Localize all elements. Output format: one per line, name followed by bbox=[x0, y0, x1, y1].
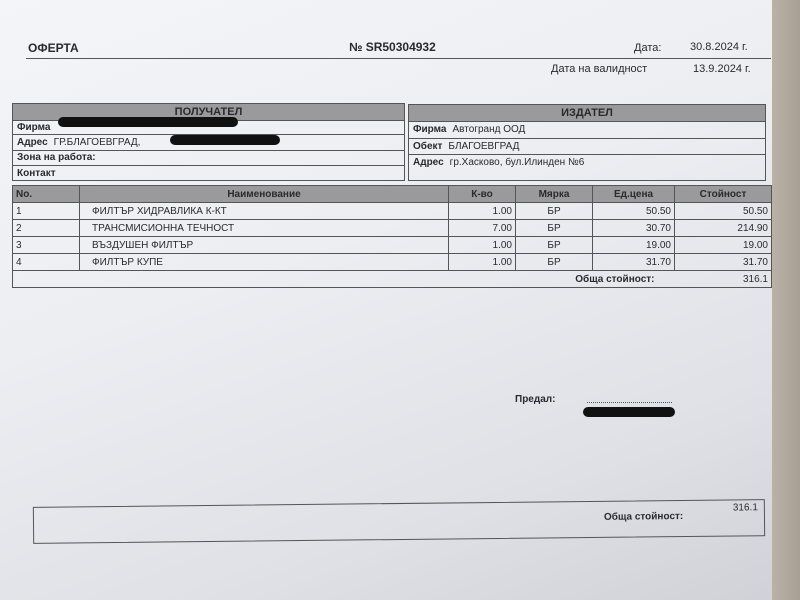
date-label: Дата: bbox=[634, 42, 662, 54]
row-qty: 7.00 bbox=[448, 219, 516, 237]
col-unit: Мярка bbox=[515, 185, 593, 203]
recipient-contact-row: Контакт bbox=[13, 166, 404, 182]
row-unit: БР bbox=[515, 202, 593, 220]
total-label: Обща стойност: bbox=[12, 270, 675, 288]
row-name: ФИЛТЪР КУПЕ bbox=[79, 253, 449, 271]
row-unit: БР bbox=[515, 253, 593, 271]
document-title: ОФЕРТА bbox=[28, 41, 79, 55]
address-value: ГР.БЛАГОЕВГРАД, bbox=[53, 137, 141, 148]
footer-total-box: Обща стойност: 316.1 bbox=[32, 499, 766, 544]
firm-label: Фирма bbox=[17, 122, 51, 133]
row-price: 50.50 bbox=[592, 202, 675, 220]
col-name: Наименование bbox=[79, 185, 449, 203]
handed-by-label: Предал: bbox=[515, 394, 556, 405]
recipient-address-row: Адрес ГР.БЛАГОЕВГРАД, bbox=[13, 135, 404, 151]
site-label: Обект bbox=[413, 141, 443, 152]
contact-label: Контакт bbox=[17, 168, 56, 179]
address-label: Адрес bbox=[17, 137, 48, 148]
row-no: 3 bbox=[12, 236, 80, 254]
recipient-firm-row: Фирма bbox=[13, 121, 404, 135]
issuer-firm-row: Фирма Автогранд ООД bbox=[409, 122, 765, 139]
table-row: 3 ВЪЗДУШЕН ФИЛТЪР 1.00 БР 19.00 19.00 bbox=[12, 236, 772, 254]
row-price: 30.70 bbox=[592, 219, 675, 237]
row-value: 19.00 bbox=[674, 236, 772, 254]
redaction-mark bbox=[583, 407, 675, 417]
footer-total-label: Обща стойност: bbox=[603, 511, 684, 523]
row-unit: БР bbox=[515, 236, 593, 254]
row-qty: 1.00 bbox=[448, 202, 516, 220]
recipient-zone-row: Зона на работа: bbox=[13, 151, 404, 166]
col-value: Стойност bbox=[674, 185, 772, 203]
row-name: ВЪЗДУШЕН ФИЛТЪР bbox=[79, 236, 449, 254]
row-price: 31.70 bbox=[592, 253, 675, 271]
row-value: 214.90 bbox=[674, 219, 772, 237]
row-name: ФИЛТЪР ХИДРАВЛИКА К-КТ bbox=[79, 202, 449, 220]
row-no: 1 bbox=[12, 202, 80, 220]
redaction-mark bbox=[170, 135, 280, 145]
row-unit: БР bbox=[515, 219, 593, 237]
row-value: 31.70 bbox=[674, 253, 772, 271]
date-value: 30.8.2024 г. bbox=[690, 41, 748, 53]
site-value: БЛАГОЕВГРАД bbox=[448, 141, 520, 152]
issuer-title: ИЗДАТЕЛ bbox=[409, 105, 765, 122]
zone-label: Зона на работа: bbox=[17, 152, 96, 163]
col-price: Ед.цена bbox=[592, 185, 675, 203]
row-name: ТРАНСМИСИОННА ТЕЧНОСТ bbox=[79, 219, 449, 237]
row-qty: 1.00 bbox=[448, 253, 516, 271]
firm-label: Фирма bbox=[413, 124, 447, 135]
row-value: 50.50 bbox=[674, 202, 772, 220]
footer-total-value: 316.1 bbox=[732, 502, 758, 514]
row-qty: 1.00 bbox=[448, 236, 516, 254]
issuer-box: ИЗДАТЕЛ Фирма Автогранд ООД Обект БЛАГОЕВГ… bbox=[408, 104, 766, 181]
row-no: 4 bbox=[12, 253, 80, 271]
issuer-address-row: Адрес гр.Хасково, бул.Илинден №6 bbox=[409, 155, 765, 170]
address-label: Адрес bbox=[413, 157, 444, 168]
total-value: 316.1 bbox=[674, 270, 772, 288]
items-total-row: Обща стойност: 316.1 bbox=[12, 270, 772, 288]
items-header-row: No. Наименование К-во Мярка Ед.цена Стой… bbox=[12, 185, 772, 203]
validity-value: 13.9.2024 г. bbox=[693, 63, 751, 75]
row-no: 2 bbox=[12, 219, 80, 237]
validity-label: Дата на валидност bbox=[551, 63, 648, 75]
table-row: 2 ТРАНСМИСИОННА ТЕЧНОСТ 7.00 БР 30.70 214.90 bbox=[12, 219, 772, 237]
address-value: гр.Хасково, бул.Илинден №6 bbox=[449, 157, 585, 168]
redaction-mark bbox=[58, 117, 238, 127]
signature-line bbox=[587, 402, 672, 403]
col-no: No. bbox=[12, 185, 80, 203]
offer-number: № SR50304932 bbox=[349, 40, 436, 54]
table-row: 1 ФИЛТЪР ХИДРАВЛИКА К-КТ 1.00 БР 50.50 50.50 bbox=[12, 202, 772, 220]
table-row: 4 ФИЛТЪР КУПЕ 1.00 БР 31.70 31.70 bbox=[12, 253, 772, 271]
issuer-site-row: Обект БЛАГОЕВГРАД bbox=[409, 139, 765, 155]
header-divider bbox=[26, 58, 771, 59]
row-price: 19.00 bbox=[592, 236, 675, 254]
background-floor bbox=[772, 0, 800, 600]
firm-value: Автогранд ООД bbox=[452, 124, 526, 135]
col-qty: К-во bbox=[448, 185, 516, 203]
items-table: No. Наименование К-во Мярка Ед.цена Стой… bbox=[12, 185, 772, 288]
